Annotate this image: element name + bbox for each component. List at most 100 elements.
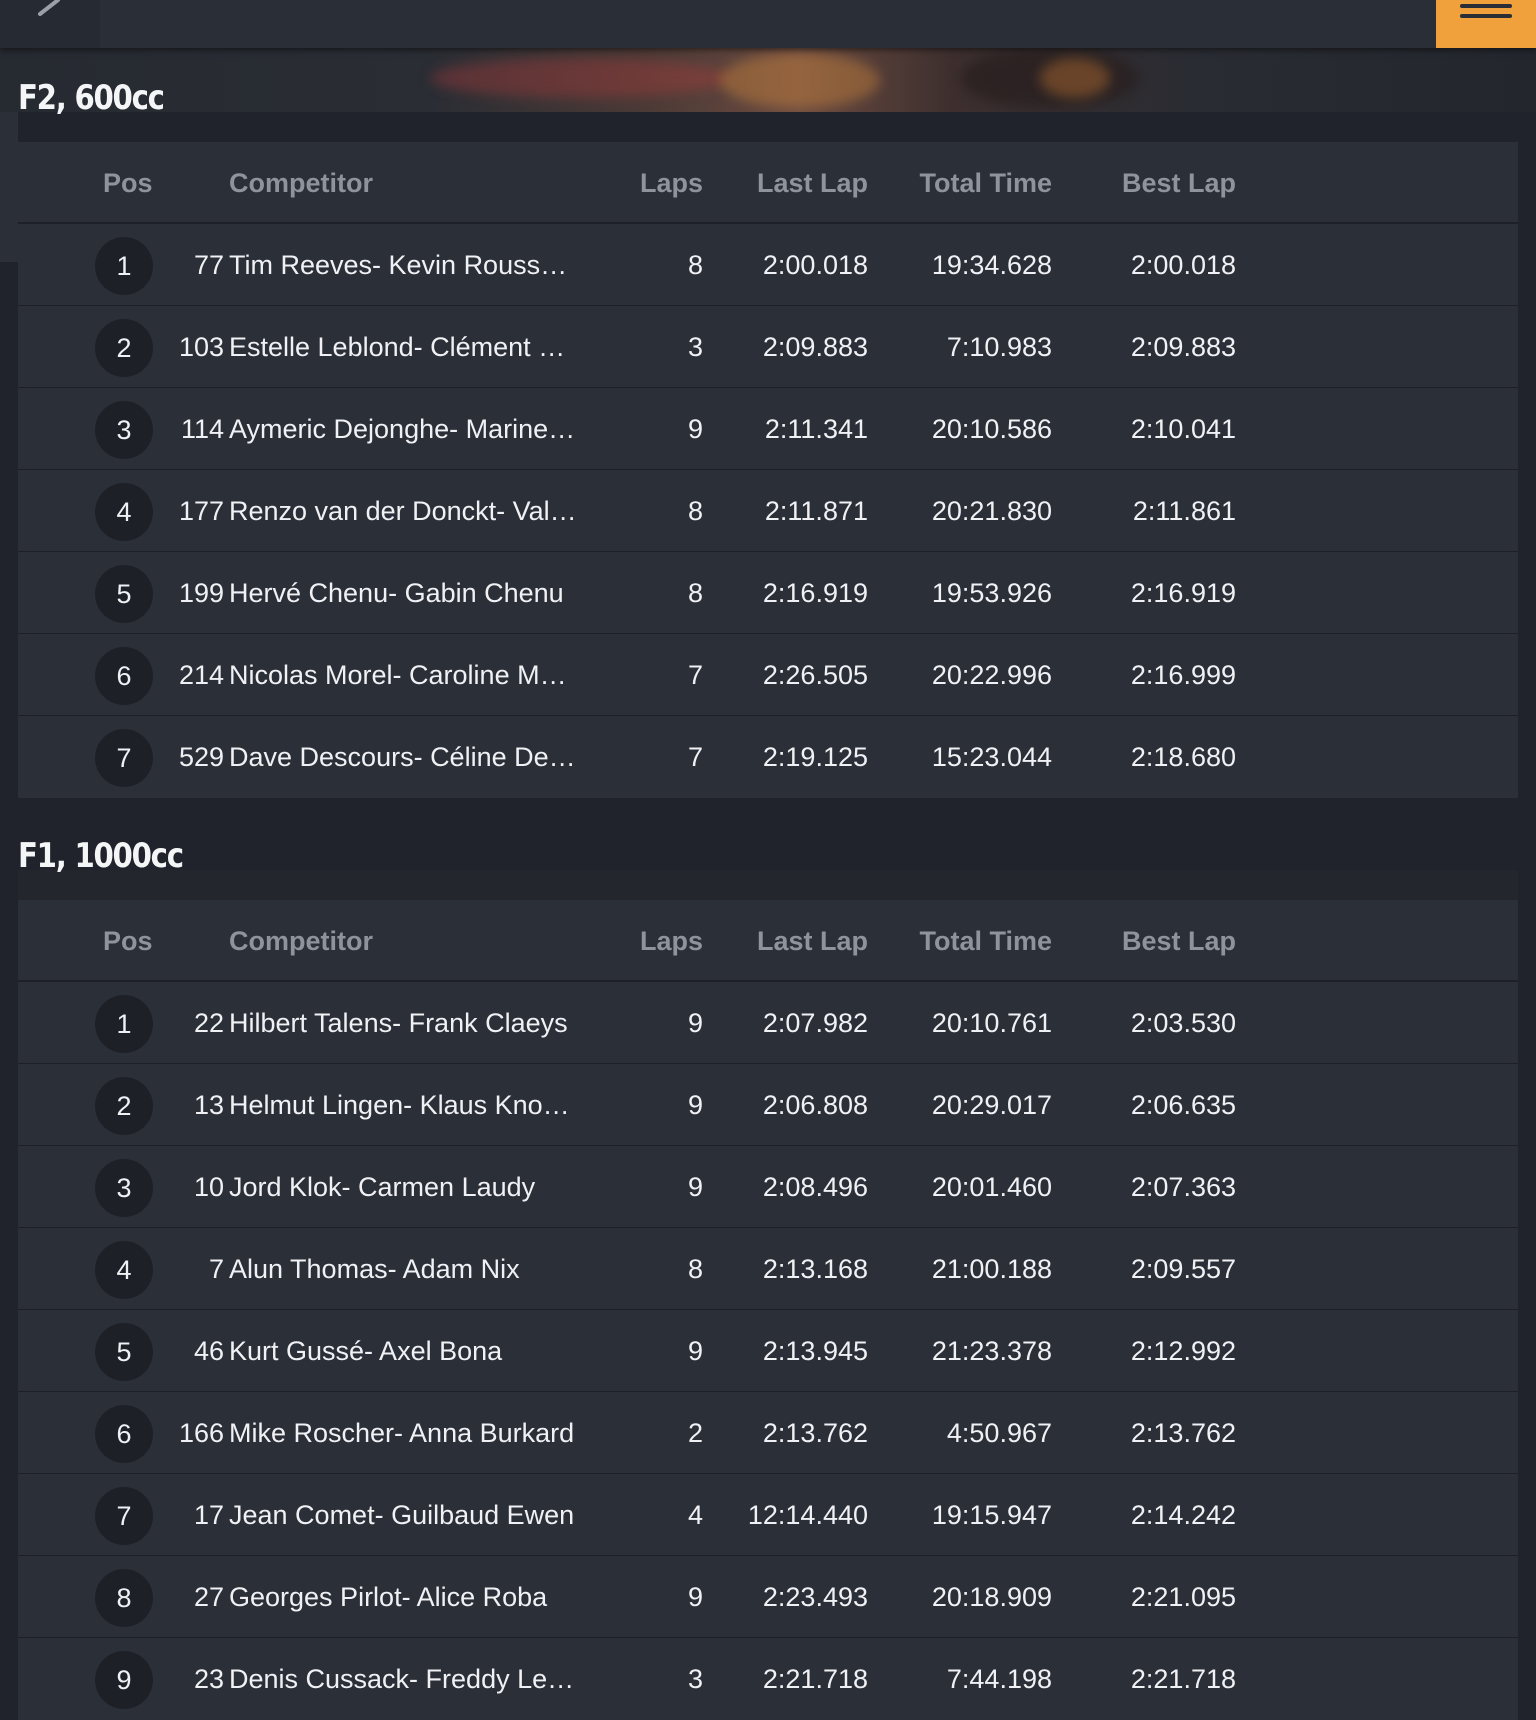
header-pos: Pos: [103, 168, 153, 198]
table-row[interactable]: 7 529 Dave Descours- Céline De… 7 2:19.1…: [18, 716, 1518, 798]
competitor-name: Aymeric Dejonghe- Marine…: [229, 414, 576, 444]
best-lap-value: 2:11.861: [1132, 496, 1236, 526]
position-badge: 7: [95, 1487, 153, 1545]
header-laps: Laps: [639, 168, 703, 198]
table-row[interactable]: 6 214 Nicolas Morel- Caroline M… 7 2:26.…: [18, 634, 1518, 716]
total-time-value: 20:01.460: [931, 1172, 1052, 1202]
total-time-value: 21:23.378: [931, 1336, 1052, 1366]
last-lap-value: 2:11.871: [764, 496, 868, 526]
competitor-name: Kurt Gussé- Axel Bona: [229, 1336, 503, 1366]
total-time-value: 4:50.967: [946, 1418, 1052, 1448]
table-header: Pos Competitor Laps Last Lap Total Time …: [18, 900, 1518, 982]
race-number: 199: [178, 578, 224, 608]
position-badge: 1: [95, 237, 153, 295]
race-number: 23: [193, 1664, 224, 1694]
laps-value: 9: [687, 1582, 703, 1612]
hero-banner-image: [0, 48, 1536, 112]
race-number: 529: [178, 742, 224, 772]
position-badge: 5: [95, 1323, 153, 1381]
table-row[interactable]: 2 13 Helmut Lingen- Klaus Kno… 9 2:06.80…: [18, 1064, 1518, 1146]
competitor-name: Nicolas Morel- Caroline M…: [229, 660, 567, 690]
menu-button[interactable]: [1436, 0, 1536, 48]
last-lap-value: 2:09.883: [762, 332, 868, 362]
total-time-value: 7:10.983: [946, 332, 1052, 362]
best-lap-value: 2:09.883: [1130, 332, 1236, 362]
position-badge: 2: [95, 319, 153, 377]
total-time-value: 20:21.830: [931, 496, 1052, 526]
header-total-time: Total Time: [919, 168, 1052, 198]
table-header: Pos Competitor Laps Last Lap Total Time …: [18, 142, 1518, 224]
table-row[interactable]: 5 199 Hervé Chenu- Gabin Chenu 8 2:16.91…: [18, 552, 1518, 634]
table-row[interactable]: 1 22 Hilbert Talens- Frank Claeys 9 2:07…: [18, 982, 1518, 1064]
laps-value: 9: [687, 1172, 703, 1202]
best-lap-value: 2:18.680: [1130, 742, 1236, 772]
back-button[interactable]: [0, 0, 100, 48]
competitor-name: Mike Roscher- Anna Burkard: [229, 1418, 575, 1448]
total-time-value: 20:18.909: [931, 1582, 1052, 1612]
race-number: 214: [178, 660, 224, 690]
section-title: F1, 1000cc: [18, 836, 184, 876]
last-lap-value: 2:07.982: [762, 1008, 868, 1038]
race-number: 77: [193, 250, 224, 280]
table-row[interactable]: 3 10 Jord Klok- Carmen Laudy 9 2:08.496 …: [18, 1146, 1518, 1228]
table-row[interactable]: 5 46 Kurt Gussé- Axel Bona 9 2:13.945 21…: [18, 1310, 1518, 1392]
header-last-lap: Last Lap: [756, 926, 868, 956]
last-lap-value: 2:13.168: [762, 1254, 868, 1284]
race-number: 17: [193, 1500, 224, 1530]
best-lap-value: 2:00.018: [1130, 250, 1236, 280]
header-last-lap: Last Lap: [756, 168, 868, 198]
position-badge: 4: [95, 1241, 153, 1299]
total-time-value: 19:34.628: [931, 250, 1052, 280]
laps-value: 4: [687, 1500, 703, 1530]
race-number: 177: [178, 496, 224, 526]
best-lap-value: 2:21.718: [1130, 1664, 1236, 1694]
laps-value: 9: [687, 1008, 703, 1038]
header-pos: Pos: [103, 926, 153, 956]
laps-value: 7: [687, 660, 703, 690]
race-number: 46: [193, 1336, 224, 1366]
results-table: Pos Competitor Laps Last Lap Total Time …: [18, 900, 1518, 1720]
position-badge: 3: [95, 401, 153, 459]
competitor-name: Denis Cussack- Freddy Le…: [229, 1664, 575, 1694]
race-number: 10: [193, 1172, 224, 1202]
last-lap-value: 2:23.493: [762, 1582, 868, 1612]
race-number: 166: [178, 1418, 224, 1448]
table-row[interactable]: 9 23 Denis Cussack- Freddy Le… 3 2:21.71…: [18, 1638, 1518, 1720]
last-lap-value: 2:19.125: [762, 742, 868, 772]
header-best-lap: Best Lap: [1121, 168, 1236, 198]
best-lap-value: 2:06.635: [1130, 1090, 1236, 1120]
total-time-value: 20:10.586: [931, 414, 1052, 444]
best-lap-value: 2:16.999: [1130, 660, 1236, 690]
position-badge: 8: [95, 1569, 153, 1627]
competitor-name: Jord Klok- Carmen Laudy: [229, 1172, 536, 1202]
race-number: 7: [208, 1254, 224, 1284]
laps-value: 9: [687, 414, 703, 444]
best-lap-value: 2:10.041: [1130, 414, 1236, 444]
results-table: Pos Competitor Laps Last Lap Total Time …: [18, 142, 1518, 798]
total-time-value: 15:23.044: [931, 742, 1052, 772]
last-lap-value: 2:00.018: [762, 250, 868, 280]
competitor-name: Jean Comet- Guilbaud Ewen: [229, 1500, 575, 1530]
best-lap-value: 2:16.919: [1130, 578, 1236, 608]
best-lap-value: 2:03.530: [1130, 1008, 1236, 1038]
table-row[interactable]: 7 17 Jean Comet- Guilbaud Ewen 4 12:14.4…: [18, 1474, 1518, 1556]
table-row[interactable]: 8 27 Georges Pirlot- Alice Roba 9 2:23.4…: [18, 1556, 1518, 1638]
position-badge: 6: [95, 647, 153, 705]
last-lap-value: 2:21.718: [762, 1664, 868, 1694]
header-best-lap: Best Lap: [1121, 926, 1236, 956]
position-badge: 4: [95, 483, 153, 541]
position-badge: 6: [95, 1405, 153, 1463]
race-number: 22: [193, 1008, 224, 1038]
table-row[interactable]: 4 177 Renzo van der Donckt- Val… 8 2:11.…: [18, 470, 1518, 552]
table-row[interactable]: 3 114 Aymeric Dejonghe- Marine… 9 2:11.3…: [18, 388, 1518, 470]
total-time-value: 21:00.188: [931, 1254, 1052, 1284]
position-badge: 5: [95, 565, 153, 623]
laps-value: 8: [687, 578, 703, 608]
table-row[interactable]: 6 166 Mike Roscher- Anna Burkard 2 2:13.…: [18, 1392, 1518, 1474]
table-row[interactable]: 4 7 Alun Thomas- Adam Nix 8 2:13.168 21:…: [18, 1228, 1518, 1310]
table-row[interactable]: 1 77 Tim Reeves- Kevin Rouss… 8 2:00.018…: [18, 224, 1518, 306]
last-lap-value: 12:14.440: [747, 1500, 868, 1530]
header-competitor: Competitor: [229, 168, 373, 198]
table-row[interactable]: 2 103 Estelle Leblond- Clément … 3 2:09.…: [18, 306, 1518, 388]
laps-value: 9: [687, 1336, 703, 1366]
